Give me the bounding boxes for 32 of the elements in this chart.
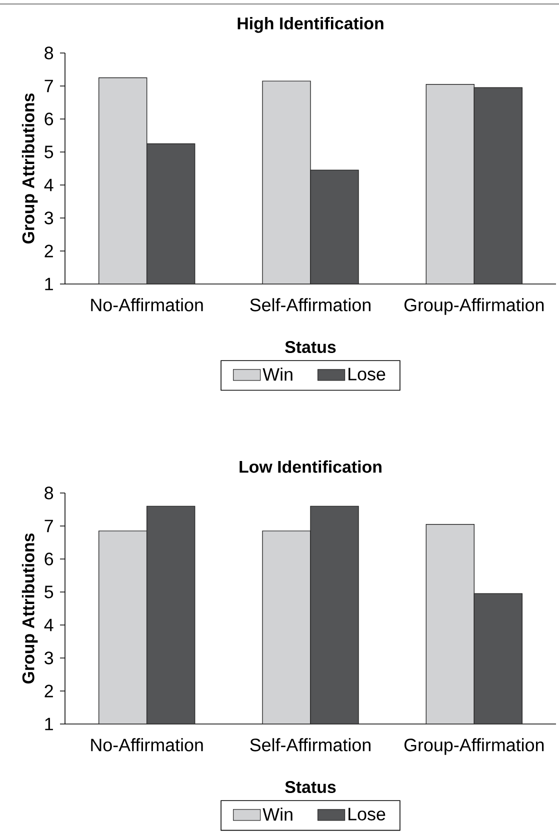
y-tick-label: 5 [44, 146, 54, 158]
x-tick-label: No-Affirmation [91, 738, 203, 752]
y-tick-label: 8 [44, 46, 54, 60]
x-axis-title: Status [285, 341, 336, 354]
x-tick-label: Self-Affirmation [250, 298, 370, 312]
y-axis-title: Group Attributions [22, 93, 38, 244]
x-tick-label: No-Affirmation [91, 298, 203, 312]
y-tick-label: 4 [44, 618, 54, 632]
chart-title: High Identification [238, 16, 384, 33]
y-axis-title: Group Attributions [22, 533, 38, 684]
y-tick-label: 8 [44, 486, 54, 500]
y-tick-label: 4 [44, 178, 54, 192]
x-tick-label: Group-Affirmation [404, 298, 544, 315]
y-tick-label: 7 [44, 80, 53, 92]
y-tick-label: 1 [45, 718, 53, 730]
y-tick-label: 6 [44, 112, 54, 126]
y-tick-label: 3 [44, 652, 54, 664]
legend-label: Lose [348, 808, 386, 820]
x-axis-title: Status [285, 781, 336, 794]
y-tick-label: 3 [44, 212, 54, 224]
legend-label: Win [262, 808, 292, 821]
x-tick-label: Self-Affirmation [250, 738, 370, 752]
chart-title: Low Identification [240, 460, 382, 473]
y-tick-label: 2 [44, 244, 53, 258]
y-tick-label: 2 [44, 684, 53, 698]
x-tick-label: Group-Affirmation [404, 738, 544, 755]
y-tick-label: 6 [44, 552, 54, 566]
legend-label: Win [262, 368, 292, 381]
y-tick-label: 7 [44, 520, 53, 532]
legend-label: Lose [348, 368, 386, 380]
y-tick-label: 1 [45, 278, 53, 290]
y-tick-label: 5 [44, 586, 54, 598]
